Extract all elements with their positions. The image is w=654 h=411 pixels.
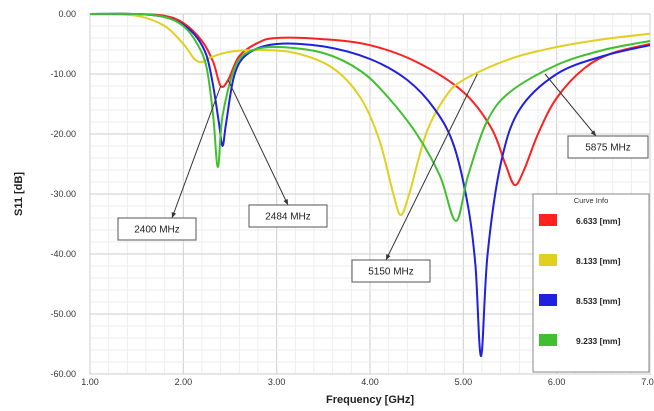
legend-entry-label: 9.233 [mm] bbox=[576, 336, 621, 346]
y-tick-label: -10.00 bbox=[50, 69, 76, 79]
legend: Curve Info 6.633 [mm] 8.133 [mm] 8.533 [mm… bbox=[532, 193, 650, 373]
series-line-1 bbox=[89, 12, 651, 187]
x-tick-label: 4.00 bbox=[361, 377, 379, 387]
x-tick-label: 3.00 bbox=[268, 377, 286, 387]
y-tick-label: -60.00 bbox=[50, 369, 76, 379]
annotation-arrowhead bbox=[171, 212, 177, 218]
x-tick-labels: 1.00 2.00 3.00 4.00 5.00 6.00 7.00 bbox=[81, 377, 654, 387]
legend-swatch bbox=[539, 294, 557, 306]
y-tick-label: -40.00 bbox=[50, 249, 76, 259]
x-tick-label: 6.00 bbox=[548, 377, 566, 387]
y-tick-labels: 0.00 -10.00 -20.00 -30.00 -40.00 -50.00 -60.00 bbox=[50, 9, 76, 379]
annotation-leader bbox=[385, 73, 478, 261]
annotation-box bbox=[248, 204, 328, 228]
x-tick-label: 7.00 bbox=[641, 377, 654, 387]
annotation-leader bbox=[544, 73, 597, 137]
x-tick-label: 1.00 bbox=[81, 377, 99, 387]
x-tick-label: 2.00 bbox=[175, 377, 193, 387]
series-line-2 bbox=[89, 13, 651, 217]
annotation-label: 2484 MHz bbox=[265, 212, 311, 223]
series-line-4 bbox=[89, 12, 651, 223]
annotation-arrowhead bbox=[590, 130, 596, 136]
annotation-arrowhead bbox=[283, 199, 288, 205]
legend-entry-label: 6.633 [mm] bbox=[576, 216, 621, 226]
annotation-box bbox=[351, 259, 431, 283]
y-tick-label: -20.00 bbox=[50, 129, 76, 139]
annotation-label: 5875 MHz bbox=[585, 143, 631, 154]
annotation-leader bbox=[227, 79, 289, 206]
legend-swatch bbox=[539, 254, 557, 266]
annotation-label: 5150 MHz bbox=[368, 267, 414, 278]
grid bbox=[89, 13, 651, 375]
annotation-box bbox=[567, 135, 649, 159]
legend-entry-label: 8.133 [mm] bbox=[576, 256, 621, 266]
y-tick-label: -50.00 bbox=[50, 309, 76, 319]
legend-entry-label: 8.533 [mm] bbox=[576, 296, 621, 306]
x-tick-label: 5.00 bbox=[455, 377, 473, 387]
x-axis-title: Frequency [GHz] bbox=[326, 394, 414, 406]
series-line-3 bbox=[89, 12, 651, 358]
y-axis-title: S11 [dB] bbox=[13, 172, 25, 216]
series-group bbox=[89, 12, 651, 358]
legend-swatch bbox=[539, 214, 557, 226]
annotation-leader bbox=[171, 85, 222, 219]
annotation-box bbox=[117, 217, 197, 241]
y-tick-label: 0.00 bbox=[58, 9, 76, 19]
legend-swatch bbox=[539, 334, 557, 346]
y-tick-label: -30.00 bbox=[50, 189, 76, 199]
annotations: 2400 MHz 2484 MHz 5150 MHz 5875 MHz bbox=[117, 73, 649, 283]
legend-title: Curve Info bbox=[574, 196, 609, 205]
annotation-arrowhead bbox=[386, 254, 391, 260]
annotation-label: 2400 MHz bbox=[134, 225, 180, 236]
